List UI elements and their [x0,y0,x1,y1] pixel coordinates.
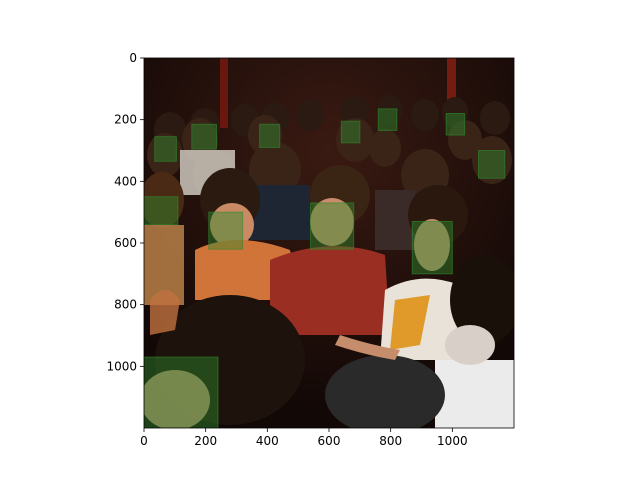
overlay-boxes [144,108,506,428]
x-tick-label: 800 [379,434,402,448]
overlay-box [259,123,281,148]
overlay-box [445,113,466,136]
overlay-box [411,220,453,275]
overlay-box [154,136,177,162]
y-tick-label: 600 [114,236,137,250]
x-tick-label: 200 [194,434,217,448]
overlay-box [144,196,179,225]
y-tick-label: 400 [114,174,137,188]
overlay-box [377,108,398,131]
overlay-box [191,123,217,150]
overlay-box [478,150,506,179]
overlay-box [208,211,244,250]
overlay-box [340,120,361,144]
overlay-box [144,356,219,428]
y-axis: 0 200 400 600 800 1000 [106,51,144,373]
x-tick-label: 400 [256,434,279,448]
y-tick-label: 1000 [106,359,137,373]
y-tick-label: 200 [114,113,137,127]
overlay-box [310,202,355,250]
x-axis: 0 200 400 600 800 1000 [140,428,468,448]
x-tick-label: 600 [318,434,341,448]
x-tick-label: 0 [140,434,148,448]
y-tick-label: 0 [129,51,137,65]
x-tick-label: 1000 [437,434,468,448]
y-tick-label: 800 [114,298,137,312]
